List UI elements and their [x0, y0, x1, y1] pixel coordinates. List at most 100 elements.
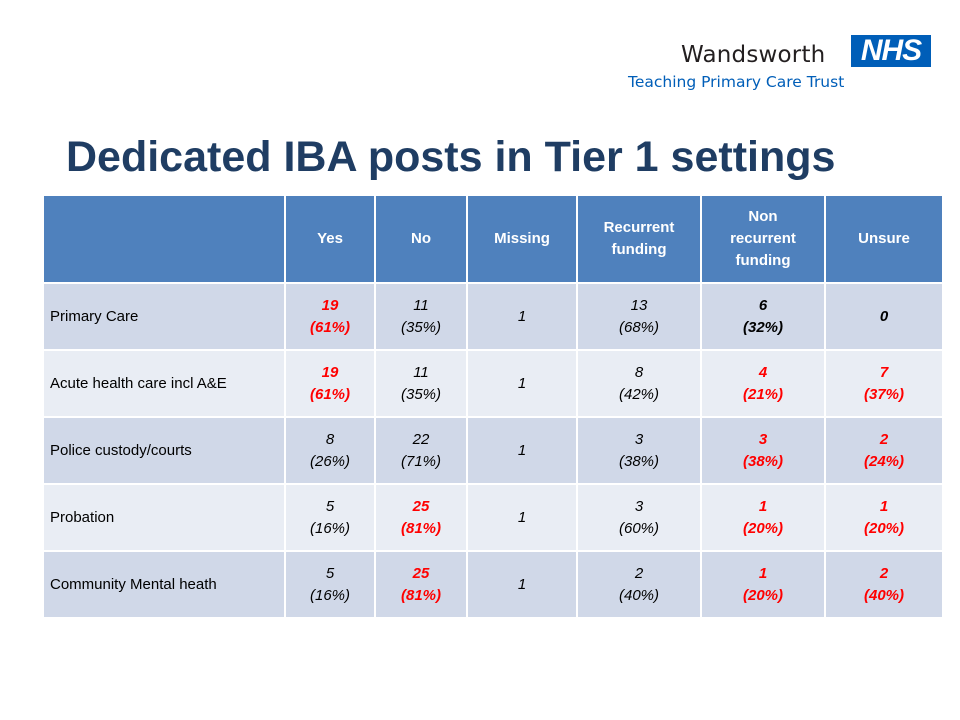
row-label: Primary Care	[42, 282, 286, 351]
cell-value: 1	[517, 575, 527, 593]
cell-value: 6	[758, 296, 768, 314]
column-header-text: Missing	[494, 230, 550, 247]
cell-value: (38%)	[618, 452, 659, 470]
cell-value: (81%)	[400, 519, 441, 537]
cell-value: 5	[325, 564, 335, 582]
column-header-text: funding	[611, 241, 667, 258]
cell-value: (21%)	[742, 385, 783, 403]
table-cell: 5 (16%)	[284, 550, 376, 619]
cell-value: (26%)	[309, 452, 350, 470]
table-row: Community Mental heath 5 (16%) 25 (81%) 1 2 (40…	[42, 550, 944, 619]
column-header-text: Unsure	[858, 230, 910, 247]
cell-value: (71%)	[400, 452, 441, 470]
table-cell: 7 (37%)	[824, 349, 944, 418]
table-row: Acute health care incl A&E 19 (61%) 11 (35%)…	[42, 349, 944, 418]
table-cell: 5 (16%)	[284, 483, 376, 552]
cell-value: (40%)	[863, 586, 904, 604]
table-cell: 22 (71%)	[374, 416, 468, 485]
cell-value: (61%)	[309, 318, 350, 336]
cell-value: (24%)	[863, 452, 904, 470]
table-header-row: Yes No Missing Recurrent funding Non recurrent…	[42, 194, 944, 284]
cell-value: 7	[879, 363, 889, 381]
cell-value: 11	[413, 296, 429, 314]
slide-title: Dedicated IBA posts in Tier 1 settings	[66, 133, 836, 181]
cell-value: (42%)	[618, 385, 659, 403]
cell-value: (20%)	[742, 586, 783, 604]
cell-value: (61%)	[309, 385, 350, 403]
cell-value: 1	[879, 497, 889, 515]
cell-value: 25	[412, 497, 430, 515]
cell-value: 0	[879, 307, 889, 325]
column-header: Non recurrent funding	[700, 194, 826, 284]
cell-value: 1	[517, 374, 527, 392]
table-cell: 1	[466, 282, 578, 351]
table-cell: 3 (38%)	[576, 416, 702, 485]
cell-value: (20%)	[863, 519, 904, 537]
table-cell: 25 (81%)	[374, 550, 468, 619]
table-cell: 11 (35%)	[374, 349, 468, 418]
table-cell: 6 (32%)	[700, 282, 826, 351]
table-cell: 1	[466, 416, 578, 485]
row-label: Acute health care incl A&E	[42, 349, 286, 418]
cell-value: (16%)	[309, 586, 350, 604]
column-header-text: Recurrent	[603, 219, 675, 236]
table-body: Primary Care 19 (61%) 11 (35%) 1 13 (68%) 6 (32%)…	[42, 282, 944, 619]
cell-value: 25	[412, 564, 430, 582]
cell-value: 22	[412, 430, 430, 448]
table-cell: 1 (20%)	[700, 550, 826, 619]
nhs-logo-mark: NHS	[851, 35, 931, 67]
row-label: Police custody/courts	[42, 416, 286, 485]
table-cell: 0	[824, 282, 944, 351]
cell-value: 3	[758, 430, 768, 448]
column-header-text: No	[411, 230, 431, 247]
cell-value: (16%)	[309, 519, 350, 537]
cell-value: 5	[325, 497, 335, 515]
column-header-text: funding	[735, 252, 791, 269]
cell-value: (38%)	[742, 452, 783, 470]
cell-value: (68%)	[618, 318, 659, 336]
header-cell-blank	[42, 194, 286, 284]
column-header: Unsure	[824, 194, 944, 284]
table-row: Police custody/courts 8 (26%) 22 (71%) 1 3 (38%…	[42, 416, 944, 485]
cell-value: 13	[630, 296, 648, 314]
cell-value: (60%)	[618, 519, 659, 537]
cell-value: 19	[321, 363, 339, 381]
table-cell: 1	[466, 550, 578, 619]
table-cell: 1 (20%)	[824, 483, 944, 552]
table-row: Primary Care 19 (61%) 11 (35%) 1 13 (68%) 6 (32%)…	[42, 282, 944, 351]
cell-value: 2	[879, 564, 889, 582]
row-label: Probation	[42, 483, 286, 552]
cell-value: (37%)	[863, 385, 904, 403]
column-header-text: Non	[748, 208, 778, 225]
cell-value: 19	[321, 296, 339, 314]
column-header-text: Yes	[317, 230, 343, 247]
cell-value: 1	[758, 497, 768, 515]
table-cell: 13 (68%)	[576, 282, 702, 351]
cell-value: (35%)	[400, 318, 441, 336]
cell-value: (35%)	[400, 385, 441, 403]
iba-posts-table: Yes No Missing Recurrent funding Non recurrent…	[42, 194, 944, 619]
cell-value: 1	[517, 441, 527, 459]
cell-value: 1	[758, 564, 768, 582]
table-cell: 4 (21%)	[700, 349, 826, 418]
cell-value: (40%)	[618, 586, 659, 604]
cell-value: 8	[634, 363, 644, 381]
table-cell: 2 (40%)	[824, 550, 944, 619]
column-header-text: recurrent	[730, 230, 796, 247]
cell-value: 8	[325, 430, 335, 448]
cell-value: 1	[517, 307, 527, 325]
cell-value: 11	[413, 363, 429, 381]
column-header: No	[374, 194, 468, 284]
table-cell: 2 (24%)	[824, 416, 944, 485]
cell-value: 3	[634, 430, 644, 448]
table-cell: 19 (61%)	[284, 282, 376, 351]
cell-value: 2	[634, 564, 644, 582]
cell-value: 2	[879, 430, 889, 448]
cell-value: 1	[517, 508, 527, 526]
cell-value: (32%)	[742, 318, 783, 336]
cell-value: (81%)	[400, 586, 441, 604]
row-label: Community Mental heath	[42, 550, 286, 619]
table-cell: 3 (38%)	[700, 416, 826, 485]
logo-tagline: Teaching Primary Care Trust	[628, 73, 845, 91]
cell-value: 4	[758, 363, 768, 381]
